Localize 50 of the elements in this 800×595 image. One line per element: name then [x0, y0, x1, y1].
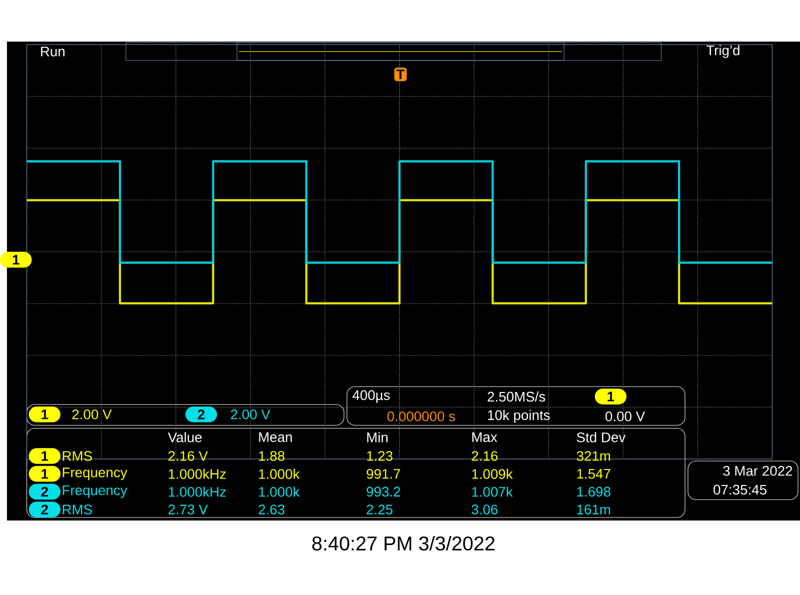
text: 3.06 [472, 504, 498, 515]
text: 2.73 V [168, 504, 208, 515]
text: 1 [42, 410, 48, 420]
text: 8:40:27 PM 3/3/2022 [312, 536, 494, 551]
text: 0.00 V [606, 412, 646, 422]
text: Run [41, 46, 64, 57]
text: 321m [576, 451, 610, 462]
text: Min [367, 432, 388, 442]
text: 991.7 [366, 469, 400, 479]
text: Max [472, 432, 498, 442]
text: 1 [608, 392, 614, 402]
text: 3 Mar 2022 [723, 466, 792, 476]
text: 2 [41, 486, 48, 497]
text: 2.25 [366, 504, 392, 515]
text: 1.000kHz [168, 486, 226, 497]
text: 993.2 [366, 486, 400, 497]
text: 400µs [352, 390, 390, 403]
text: 1 [42, 469, 48, 479]
text: Frequency [62, 468, 128, 480]
text: 1.88 [259, 451, 284, 462]
text: 1.009k [472, 468, 513, 480]
text: 1.23 [367, 451, 392, 462]
text: 2.00 V [230, 410, 270, 420]
text: 1 [12, 255, 20, 265]
text: 10k points [488, 410, 550, 423]
text: 2.16 V [168, 451, 208, 462]
text: 2.00 V [72, 410, 112, 420]
text: 2 [41, 504, 48, 514]
text: T [396, 70, 405, 80]
text: 2 [198, 410, 205, 420]
text: 0.000000 s [387, 412, 456, 422]
text: 1.000k [259, 468, 300, 480]
text: 2.16 [472, 451, 498, 462]
text: Frequency [62, 486, 128, 498]
text: Std Dev [576, 432, 626, 442]
text: 1.000kHz [168, 468, 226, 480]
text: 1.000k [259, 486, 300, 497]
text: 161m [577, 504, 610, 515]
text: 1.007k [472, 486, 513, 497]
text: 1 [42, 451, 48, 461]
text: RMS [62, 451, 92, 462]
text: 1.698 [577, 486, 610, 497]
text: 1.547 [577, 469, 610, 479]
text: Mean [259, 432, 292, 442]
text: Value [168, 432, 202, 442]
text: 2.63 [258, 504, 284, 515]
text: Trig’d [706, 45, 740, 58]
text: 2.50MS/s [488, 392, 546, 402]
text: RMS [62, 504, 92, 515]
text: 07:35:45 [714, 484, 766, 495]
